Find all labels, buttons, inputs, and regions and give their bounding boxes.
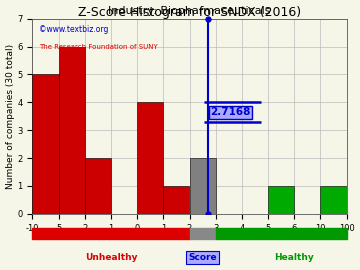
Bar bbox=[163, 186, 189, 214]
Text: Unhealthy: Unhealthy bbox=[85, 253, 137, 262]
Bar bbox=[189, 158, 216, 214]
Text: Healthy: Healthy bbox=[274, 253, 314, 262]
Bar bbox=[268, 186, 294, 214]
Text: The Research Foundation of SUNY: The Research Foundation of SUNY bbox=[39, 44, 157, 50]
Bar bbox=[59, 46, 85, 214]
Bar bbox=[189, 228, 216, 239]
Text: ©www.textbiz.org: ©www.textbiz.org bbox=[39, 25, 108, 33]
Bar bbox=[32, 75, 59, 214]
Y-axis label: Number of companies (30 total): Number of companies (30 total) bbox=[5, 44, 14, 189]
Text: Score: Score bbox=[188, 253, 217, 262]
Text: 2.7168: 2.7168 bbox=[210, 107, 251, 117]
Title: Z-Score Histogram for SNDX (2016): Z-Score Histogram for SNDX (2016) bbox=[78, 6, 301, 19]
Bar bbox=[216, 228, 347, 239]
Bar bbox=[320, 186, 347, 214]
Bar bbox=[137, 102, 163, 214]
Text: Industry: Biopharmaceuticals: Industry: Biopharmaceuticals bbox=[108, 6, 271, 16]
Bar bbox=[32, 228, 189, 239]
Bar bbox=[85, 158, 111, 214]
